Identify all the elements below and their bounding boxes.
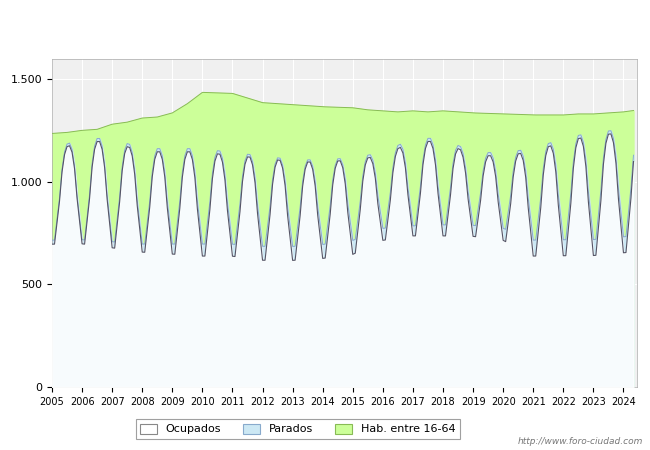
Legend: Ocupados, Parados, Hab. entre 16-64: Ocupados, Parados, Hab. entre 16-64 <box>135 419 460 439</box>
Text: Arnuero - Evolucion de la poblacion en edad de Trabajar Mayo de 2024: Arnuero - Evolucion de la poblacion en e… <box>60 21 590 33</box>
Text: http://www.foro-ciudad.com: http://www.foro-ciudad.com <box>518 436 644 446</box>
